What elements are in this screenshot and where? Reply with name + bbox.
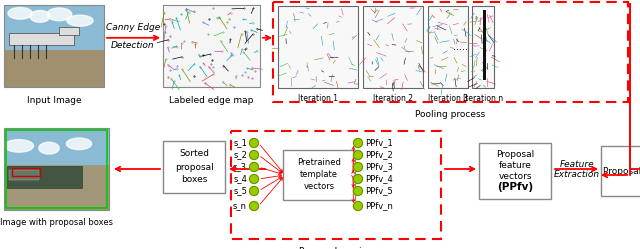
Text: Iteration 3: Iteration 3: [428, 94, 468, 103]
Text: Labeled edge map: Labeled edge map: [170, 96, 253, 105]
Text: template: template: [300, 170, 338, 179]
Circle shape: [250, 150, 259, 160]
Ellipse shape: [67, 138, 92, 150]
Ellipse shape: [39, 142, 59, 154]
Text: Pretrained: Pretrained: [297, 158, 341, 167]
Text: PPfv_2: PPfv_2: [365, 150, 393, 160]
Text: Feature: Feature: [560, 160, 595, 169]
Text: s_2: s_2: [233, 150, 247, 160]
Bar: [12, 168, 40, 176]
Text: PPfv_4: PPfv_4: [365, 175, 393, 184]
Text: s_n: s_n: [233, 201, 247, 210]
Bar: [363, 6, 423, 88]
Text: PPfv_1: PPfv_1: [365, 138, 393, 147]
Bar: [4, 128, 109, 165]
Bar: [4, 50, 104, 87]
Circle shape: [250, 201, 259, 210]
Text: Extraction: Extraction: [554, 170, 600, 179]
Text: (PPfv): (PPfv): [497, 182, 533, 192]
Text: .....: .....: [452, 42, 467, 52]
Text: Iteration n: Iteration n: [463, 94, 503, 103]
Bar: [4, 5, 104, 87]
Bar: [6, 130, 107, 208]
Bar: [4, 5, 104, 50]
Circle shape: [353, 187, 362, 195]
Bar: [59, 27, 79, 35]
Circle shape: [353, 201, 362, 210]
Bar: [231, 131, 441, 239]
Bar: [4, 165, 109, 210]
Text: Iteration 2: Iteration 2: [373, 94, 413, 103]
Bar: [163, 5, 260, 87]
Text: Detection: Detection: [111, 41, 155, 50]
Text: Sorted: Sorted: [179, 148, 209, 158]
Text: Input Image: Input Image: [27, 96, 81, 105]
Circle shape: [250, 175, 259, 184]
Text: Canny Edge: Canny Edge: [106, 23, 160, 32]
Bar: [472, 6, 494, 88]
Bar: [479, 143, 551, 199]
Text: Proposal boxes: Proposal boxes: [604, 167, 640, 176]
Circle shape: [353, 150, 362, 160]
Text: Proposal: Proposal: [496, 149, 534, 159]
Bar: [163, 141, 225, 193]
Bar: [283, 150, 355, 200]
Text: Pooling process: Pooling process: [415, 110, 486, 119]
Text: s_4: s_4: [233, 175, 247, 184]
Text: vectors: vectors: [303, 182, 335, 190]
Ellipse shape: [4, 140, 33, 152]
Text: Iteration 1: Iteration 1: [298, 94, 338, 103]
Text: Proposal scoring: Proposal scoring: [299, 247, 373, 249]
Ellipse shape: [67, 15, 93, 26]
Bar: [9, 33, 74, 45]
Bar: [4, 128, 109, 210]
Text: PPfv_n: PPfv_n: [365, 201, 393, 210]
Text: s_5: s_5: [233, 187, 247, 195]
Text: Image with proposal boxes: Image with proposal boxes: [0, 218, 113, 227]
Text: s_1: s_1: [233, 138, 247, 147]
Circle shape: [353, 138, 362, 147]
Text: PPfv_5: PPfv_5: [365, 187, 393, 195]
Text: PPfv_3: PPfv_3: [365, 163, 393, 172]
Text: proposal: proposal: [175, 163, 213, 172]
Bar: [9, 170, 39, 180]
Circle shape: [250, 187, 259, 195]
Circle shape: [353, 163, 362, 172]
Ellipse shape: [30, 10, 50, 22]
Bar: [7, 166, 82, 188]
Text: feature: feature: [499, 161, 531, 170]
Bar: [483, 10, 486, 80]
Circle shape: [353, 175, 362, 184]
Bar: [601, 146, 640, 196]
Circle shape: [250, 163, 259, 172]
Ellipse shape: [8, 7, 33, 19]
Circle shape: [250, 138, 259, 147]
Text: vectors: vectors: [499, 172, 532, 181]
Bar: [273, 2, 628, 102]
Bar: [278, 6, 358, 88]
Text: s_3: s_3: [233, 163, 247, 172]
Text: boxes: boxes: [181, 175, 207, 184]
Ellipse shape: [47, 8, 72, 21]
Bar: [428, 6, 468, 88]
